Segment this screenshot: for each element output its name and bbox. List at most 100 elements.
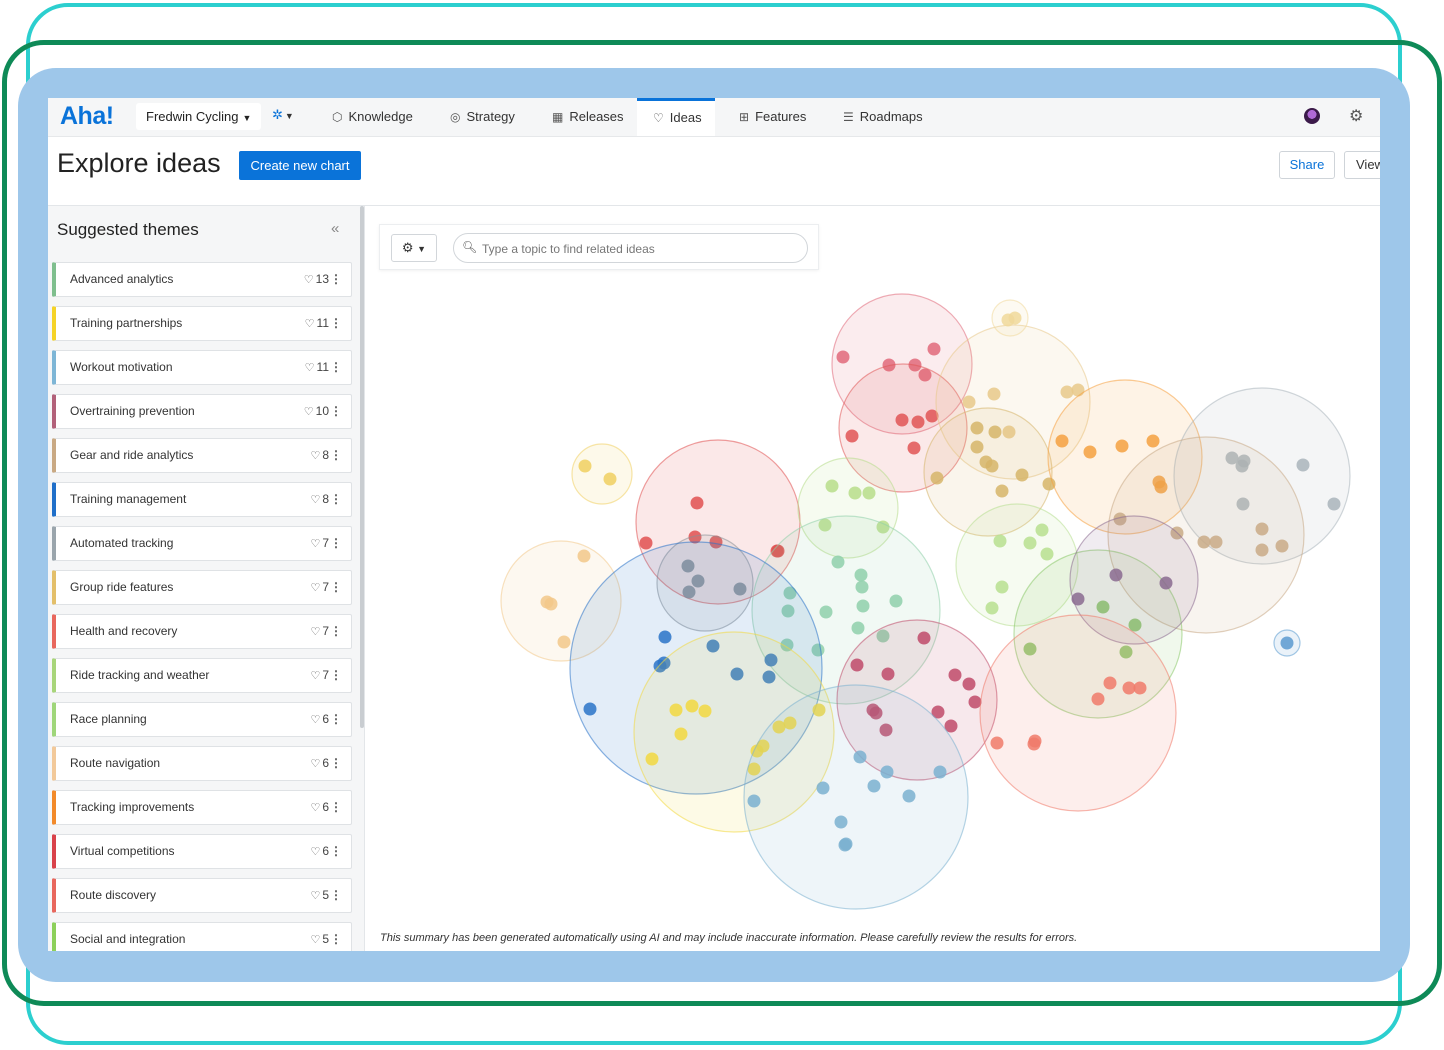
idea-dot[interactable] [603,472,617,486]
idea-dot[interactable] [747,762,761,776]
theme-item[interactable]: Training partnerships ♡ 11 ⋮ [52,306,352,341]
idea-dot[interactable] [848,486,862,500]
cluster-bubble[interactable] [743,684,969,910]
idea-dot[interactable] [764,653,778,667]
idea-dot[interactable] [706,639,720,653]
idea-dot[interactable] [985,601,999,615]
more-options-icon[interactable]: ⋮ [330,756,342,770]
idea-dot[interactable] [902,789,916,803]
idea-dot[interactable] [927,342,941,356]
topic-search-input[interactable] [480,239,794,259]
tab-ideas[interactable]: ♡ Ideas [637,98,715,136]
idea-dot[interactable] [895,413,909,427]
idea-dot[interactable] [1197,535,1211,549]
cluster-bubble[interactable] [836,619,998,781]
idea-dot[interactable] [681,559,695,573]
cluster-bubble[interactable] [1069,515,1199,645]
idea-dot[interactable] [557,635,571,649]
idea-dot[interactable] [733,582,747,596]
more-options-icon[interactable]: ⋮ [330,360,342,374]
sidebar-scrollbar[interactable] [360,206,364,728]
idea-dot[interactable] [917,631,931,645]
idea-dot[interactable] [639,536,653,550]
idea-dot[interactable] [709,535,723,549]
idea-dot[interactable] [1280,636,1294,650]
topic-search[interactable]: 🔍︎ [453,233,808,263]
idea-cluster[interactable] [569,541,823,795]
idea-cluster-chart[interactable] [48,98,1380,951]
idea-cluster[interactable] [633,631,835,833]
cluster-bubble[interactable] [751,515,941,705]
idea-dot[interactable] [962,677,976,691]
idea-dot[interactable] [1042,477,1056,491]
view-button[interactable]: View [1344,151,1380,179]
idea-cluster[interactable] [751,515,941,705]
chart-settings-button[interactable]: ⚙ ▼ [391,234,437,262]
idea-dot[interactable] [685,699,699,713]
idea-dot[interactable] [772,720,786,734]
more-options-icon[interactable]: ⋮ [330,580,342,594]
more-options-icon[interactable]: ⋮ [330,272,342,286]
idea-dot[interactable] [911,415,925,429]
idea-dot[interactable] [1035,523,1049,537]
idea-dot[interactable] [770,544,784,558]
cluster-bubble[interactable] [1047,379,1203,535]
tab-roadmaps[interactable]: ☰ Roadmaps [841,98,925,136]
idea-dot[interactable] [1122,681,1136,695]
theme-item[interactable]: Group ride features ♡ 7 ⋮ [52,570,352,605]
theme-item[interactable]: Route navigation ♡ 6 ⋮ [52,746,352,781]
tab-releases[interactable]: ▦ Releases [550,98,626,136]
idea-dot[interactable] [948,668,962,682]
idea-dot[interactable] [880,765,894,779]
cluster-bubble[interactable] [935,324,1091,480]
cluster-bubble[interactable] [797,457,899,559]
idea-dot[interactable] [577,549,591,563]
idea-cluster[interactable] [797,457,899,559]
idea-cluster[interactable] [979,614,1177,812]
theme-item[interactable]: Virtual competitions ♡ 6 ⋮ [52,834,352,869]
idea-dot[interactable] [970,440,984,454]
more-options-icon[interactable]: ⋮ [330,404,342,418]
theme-item[interactable]: Workout motivation ♡ 11 ⋮ [52,350,352,385]
idea-dot[interactable] [1159,576,1173,590]
idea-dot[interactable] [854,568,868,582]
idea-dot[interactable] [876,520,890,534]
theme-item[interactable]: Automated tracking ♡ 7 ⋮ [52,526,352,561]
idea-dot[interactable] [845,429,859,443]
idea-dot[interactable] [944,719,958,733]
theme-item[interactable]: Social and integration ♡ 5 ⋮ [52,922,352,951]
tab-features[interactable]: ⊞ Features [737,98,808,136]
ai-assistant-menu[interactable]: ✲ ▼ [272,107,294,123]
idea-dot[interactable] [907,441,921,455]
idea-dot[interactable] [985,459,999,473]
cluster-bubble[interactable] [1107,436,1305,634]
cluster-bubble[interactable] [569,541,823,795]
idea-cluster[interactable] [500,540,622,662]
idea-dot[interactable] [1209,535,1223,549]
idea-dot[interactable] [1327,497,1341,511]
idea-dot[interactable] [930,471,944,485]
idea-dot[interactable] [834,815,848,829]
more-options-icon[interactable]: ⋮ [330,800,342,814]
tab-strategy[interactable]: ◎ Strategy [448,98,517,136]
idea-dot[interactable] [658,630,672,644]
tab-knowledge[interactable]: ⬡ Knowledge [330,98,415,136]
share-button[interactable]: Share [1279,151,1335,179]
idea-dot[interactable] [856,599,870,613]
theme-item[interactable]: Tracking improvements ♡ 6 ⋮ [52,790,352,825]
idea-dot[interactable] [831,555,845,569]
idea-dot[interactable] [691,574,705,588]
cluster-bubble[interactable] [838,363,968,493]
more-options-icon[interactable]: ⋮ [330,712,342,726]
idea-dot[interactable] [1115,439,1129,453]
cluster-bubble[interactable] [979,614,1177,812]
idea-dot[interactable] [987,387,1001,401]
more-options-icon[interactable]: ⋮ [330,668,342,682]
idea-dot[interactable] [867,779,881,793]
user-avatar[interactable] [1304,108,1320,124]
idea-dot[interactable] [1060,385,1074,399]
idea-dot[interactable] [750,744,764,758]
idea-dot[interactable] [970,421,984,435]
idea-cluster[interactable] [571,443,633,505]
idea-cluster[interactable] [1273,629,1301,657]
